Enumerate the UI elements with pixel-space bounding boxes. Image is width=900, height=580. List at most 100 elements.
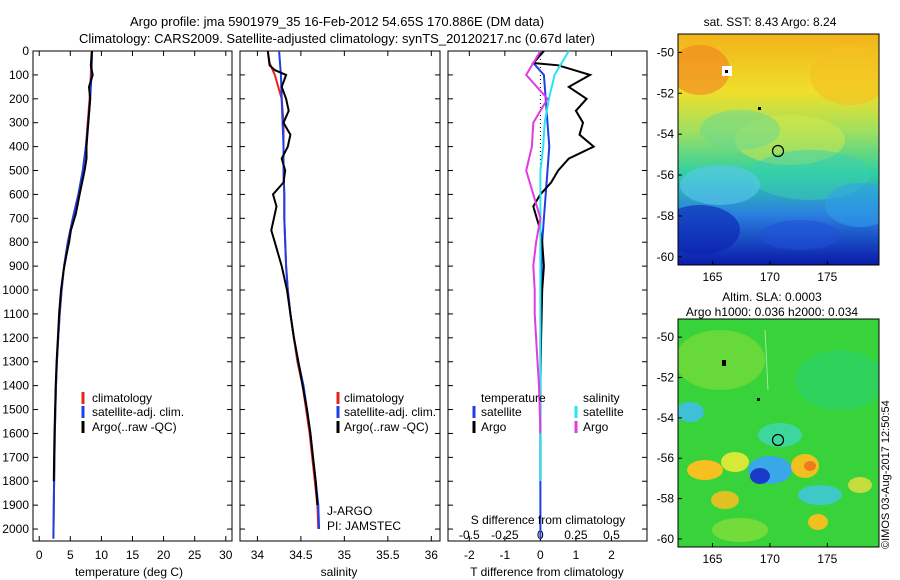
x-tick-label: -1 (500, 548, 511, 562)
x-tick-label: 35.5 (376, 548, 400, 562)
map-y-tick-label: -52 (657, 86, 675, 100)
x-tick-label: 5 (67, 548, 74, 562)
temperature-lines (52, 50, 94, 539)
depth-tick-label: 1700 (2, 450, 29, 464)
annotation-pi: PI: JAMSTEC (327, 519, 401, 533)
series-line-argo-raw-qc- (266, 50, 319, 506)
map-y-tick-label: -58 (657, 209, 675, 223)
salinity-depth-ticks (240, 50, 440, 530)
map-x-tick-label: 170 (760, 552, 780, 566)
sla-map-title-line1: Altim. SLA: 0.0003 (722, 290, 822, 304)
x-tick-label: 34 (251, 548, 265, 562)
map-x-tick-label: 175 (817, 270, 837, 284)
map-y-tick-label: -52 (657, 371, 675, 385)
difference-depth-ticks (448, 50, 647, 530)
legend-argo: Argo(..raw -QC) (92, 420, 177, 434)
legend-header-temperature: temperature (481, 391, 546, 405)
s-diff-tick-label: -0.25 (491, 528, 519, 542)
depth-tick-label: 900 (9, 259, 29, 273)
series-line-s-argo (524, 50, 549, 434)
x-tick-label: -2 (464, 548, 475, 562)
x-tick-label: 35 (338, 548, 352, 562)
depth-tick-label: 200 (9, 92, 29, 106)
annotation-j-argo: J-ARGO (327, 504, 372, 518)
salinity-lines (266, 50, 321, 530)
x-tick-label: 10 (95, 548, 109, 562)
map-y-tick-label: -54 (657, 127, 675, 141)
sla-map-title-line2: Argo h1000: 0.036 h2000: 0.034 (686, 305, 858, 319)
legend-t-argo: Argo (481, 420, 507, 434)
x-tick-label: 2 (608, 548, 615, 562)
map-y-tick-label: -50 (657, 330, 675, 344)
sst-map: sat. SST: 8.43 Argo: 8.24 165 170 175 -50 -5… (657, 15, 880, 284)
series-line-t-argo (531, 50, 596, 482)
x-tick-label: 0 (537, 548, 544, 562)
sla-map: Altim. SLA: 0.0003 Argo h1000: 0.036 h20… (657, 290, 880, 566)
depth-tick-label: 1000 (2, 283, 29, 297)
legend-header-salinity: salinity (583, 391, 620, 405)
legend-s-satellite: satellite (583, 405, 624, 419)
legend-climatology: climatology (92, 391, 152, 405)
x-tick-label: 0 (36, 548, 43, 562)
sla-heatmap-field (678, 319, 879, 547)
series-line-t-satellite (531, 50, 551, 539)
salinity-plot-frame (239, 50, 441, 542)
x-tick-label: 1 (573, 548, 580, 562)
map-y-tick-label: -60 (657, 250, 675, 264)
depth-tick-label: 300 (9, 116, 29, 130)
map-y-tick-label: -50 (657, 45, 675, 59)
figure-title-line2: Climatology: CARS2009. Satellite-adjuste… (79, 31, 595, 46)
depth-tick-label: 500 (9, 164, 29, 178)
x-tick-label: 36 (425, 548, 439, 562)
map-y-tick-label: -58 (657, 492, 675, 506)
depth-tick-label: 1300 (2, 355, 29, 369)
sst-map-frame (677, 33, 880, 266)
salinity-axis-label: salinity (321, 565, 358, 579)
temperature-plot-frame (32, 50, 233, 542)
depth-tick-label: 1900 (2, 498, 29, 512)
figure-title-line1: Argo profile: jma 5901979_35 16-Feb-2012… (130, 14, 544, 29)
salinity-legend: climatology satellite-adj. clim. Argo(..… (336, 391, 436, 434)
depth-tick-label: 1500 (2, 403, 29, 417)
salinity-axis-ticks: 34 34.5 35 35.5 36 (251, 51, 439, 562)
depth-tick-label: 1800 (2, 474, 29, 488)
legend-s-argo: Argo (583, 420, 609, 434)
sla-map-frame (677, 318, 880, 548)
depth-tick-label: 1100 (3, 307, 29, 321)
legend-t-satellite: satellite (481, 405, 522, 419)
depth-tick-label: 0 (22, 44, 29, 58)
sst-map-axis-ticks: 165 170 175 -50 -52 -54 -56 -58 -60 (657, 45, 838, 284)
sst-map-title: sat. SST: 8.43 Argo: 8.24 (704, 15, 837, 29)
series-line-s-satellite (539, 50, 570, 482)
t-difference-axis-label: T difference from climatology (470, 565, 624, 579)
depth-tick-label: 1400 (2, 379, 29, 393)
s-diff-tick-label: 0.5 (603, 528, 620, 542)
map-x-tick-label: 165 (702, 552, 722, 566)
x-tick-label: 20 (157, 548, 171, 562)
depth-tick-label: 2000 (2, 522, 29, 536)
temperature-panel: 0100200300400500600700800900100011001200… (2, 44, 232, 579)
salinity-panel: 34 34.5 35 35.5 36 salinity climatology sate… (239, 50, 441, 579)
s-diff-tick-label: -0.5 (459, 528, 480, 542)
x-tick-label: 15 (126, 548, 140, 562)
temperature-axis-label: temperature (deg C) (75, 565, 183, 579)
map-x-tick-label: 175 (817, 552, 837, 566)
map-y-tick-label: -56 (657, 168, 675, 182)
depth-tick-label: 700 (9, 211, 29, 225)
argo-location-marker (771, 144, 785, 158)
sst-heatmap-field (678, 34, 879, 265)
temperature-legend: climatology satellite-adj. clim. Argo(..… (81, 391, 184, 434)
sla-map-axis-ticks: 165 170 175 -50 -52 -54 -56 -58 -60 (657, 330, 838, 566)
map-x-tick-label: 170 (760, 270, 780, 284)
imos-watermark: ©IMOS 03-Aug-2017 12:50:54 (880, 400, 892, 549)
legend-satellite-adj: satellite-adj. clim. (92, 405, 184, 419)
x-tick-label: 30 (219, 548, 233, 562)
s-difference-axis-ticks: -0.5-0.2500.250.5 (459, 528, 620, 542)
s-diff-tick-label: 0.25 (564, 528, 588, 542)
s-difference-axis-label: S difference from climatology (471, 513, 626, 527)
map-y-tick-label: -60 (657, 532, 675, 546)
legend-argo: Argo(..raw -QC) (344, 420, 429, 434)
legend-climatology: climatology (344, 391, 404, 405)
depth-tick-label: 600 (9, 187, 29, 201)
